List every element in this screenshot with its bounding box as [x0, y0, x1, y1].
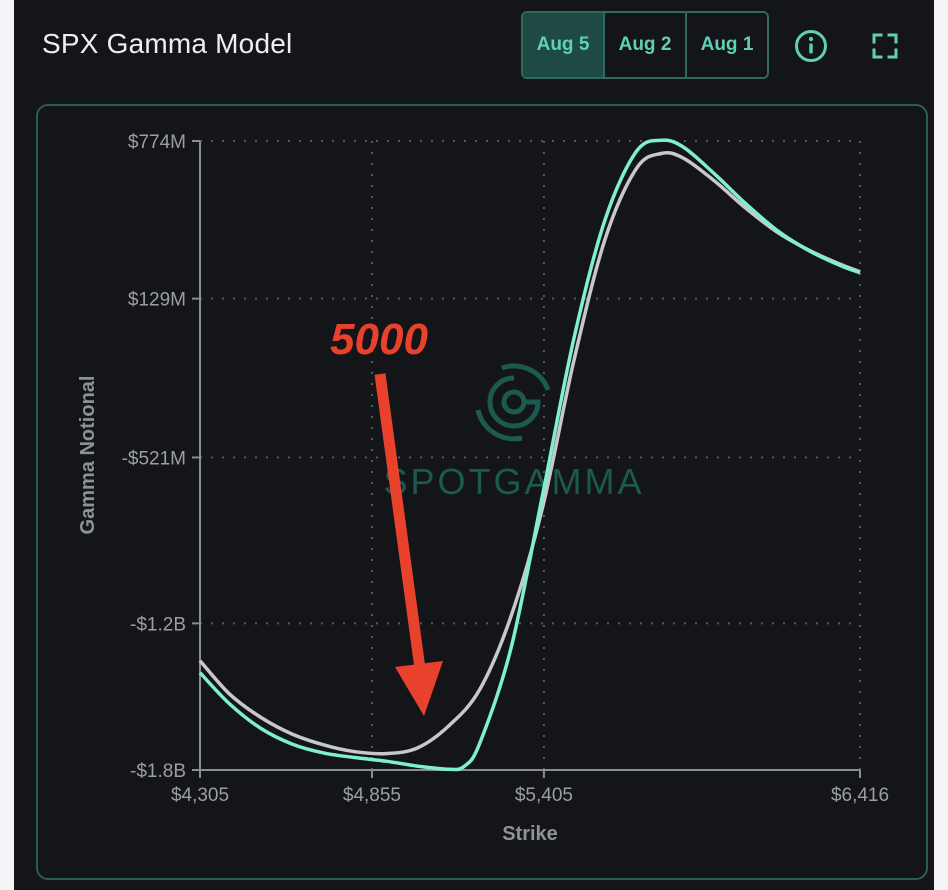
y-tick-label: -$1.8B [130, 761, 186, 782]
page-title: SPX Gamma Model [42, 28, 293, 59]
gamma-model-panel: SPX Gamma Model Aug 5 Aug 2 Aug 1 SPOT [14, 0, 934, 890]
x-tick-label: $4,855 [343, 785, 401, 806]
date-tabs: Aug 5 Aug 2 Aug 1 [521, 11, 769, 79]
y-tick-label: -$521M [122, 448, 186, 469]
gamma-chart: SPOTGAMMA $774M $129M -$521M -$1.2B -$1.8B $4… [77, 132, 889, 845]
info-icon[interactable] [793, 28, 829, 64]
annotation-arrow-shaft [374, 373, 427, 677]
watermark-text: SPOTGAMMA [383, 461, 644, 502]
x-axis-title: Strike [502, 823, 558, 845]
spotgamma-watermark: SPOTGAMMA [383, 363, 644, 502]
y-axis-title: Gamma Notional [77, 376, 99, 535]
fullscreen-icon[interactable] [867, 28, 903, 64]
chart-container [36, 104, 928, 880]
annotation-arrow-head [395, 661, 443, 716]
x-tick-label: $4,305 [171, 785, 229, 806]
y-tick-label: $774M [128, 132, 186, 153]
annotation-label: 5000 [330, 315, 428, 364]
series-line-current [198, 138, 861, 772]
y-tick-label: -$1.2B [130, 614, 186, 635]
y-tick-label: $129M [128, 290, 186, 311]
tab-aug-2[interactable]: Aug 2 [603, 13, 685, 77]
tab-aug-1[interactable]: Aug 1 [685, 13, 767, 77]
tab-aug-5[interactable]: Aug 5 [523, 13, 603, 77]
x-tick-label: $5,405 [515, 785, 573, 806]
series-line-previous [198, 150, 861, 756]
strike-5000-annotation: 5000 [330, 315, 443, 716]
x-tick-label: $6,416 [831, 785, 889, 806]
